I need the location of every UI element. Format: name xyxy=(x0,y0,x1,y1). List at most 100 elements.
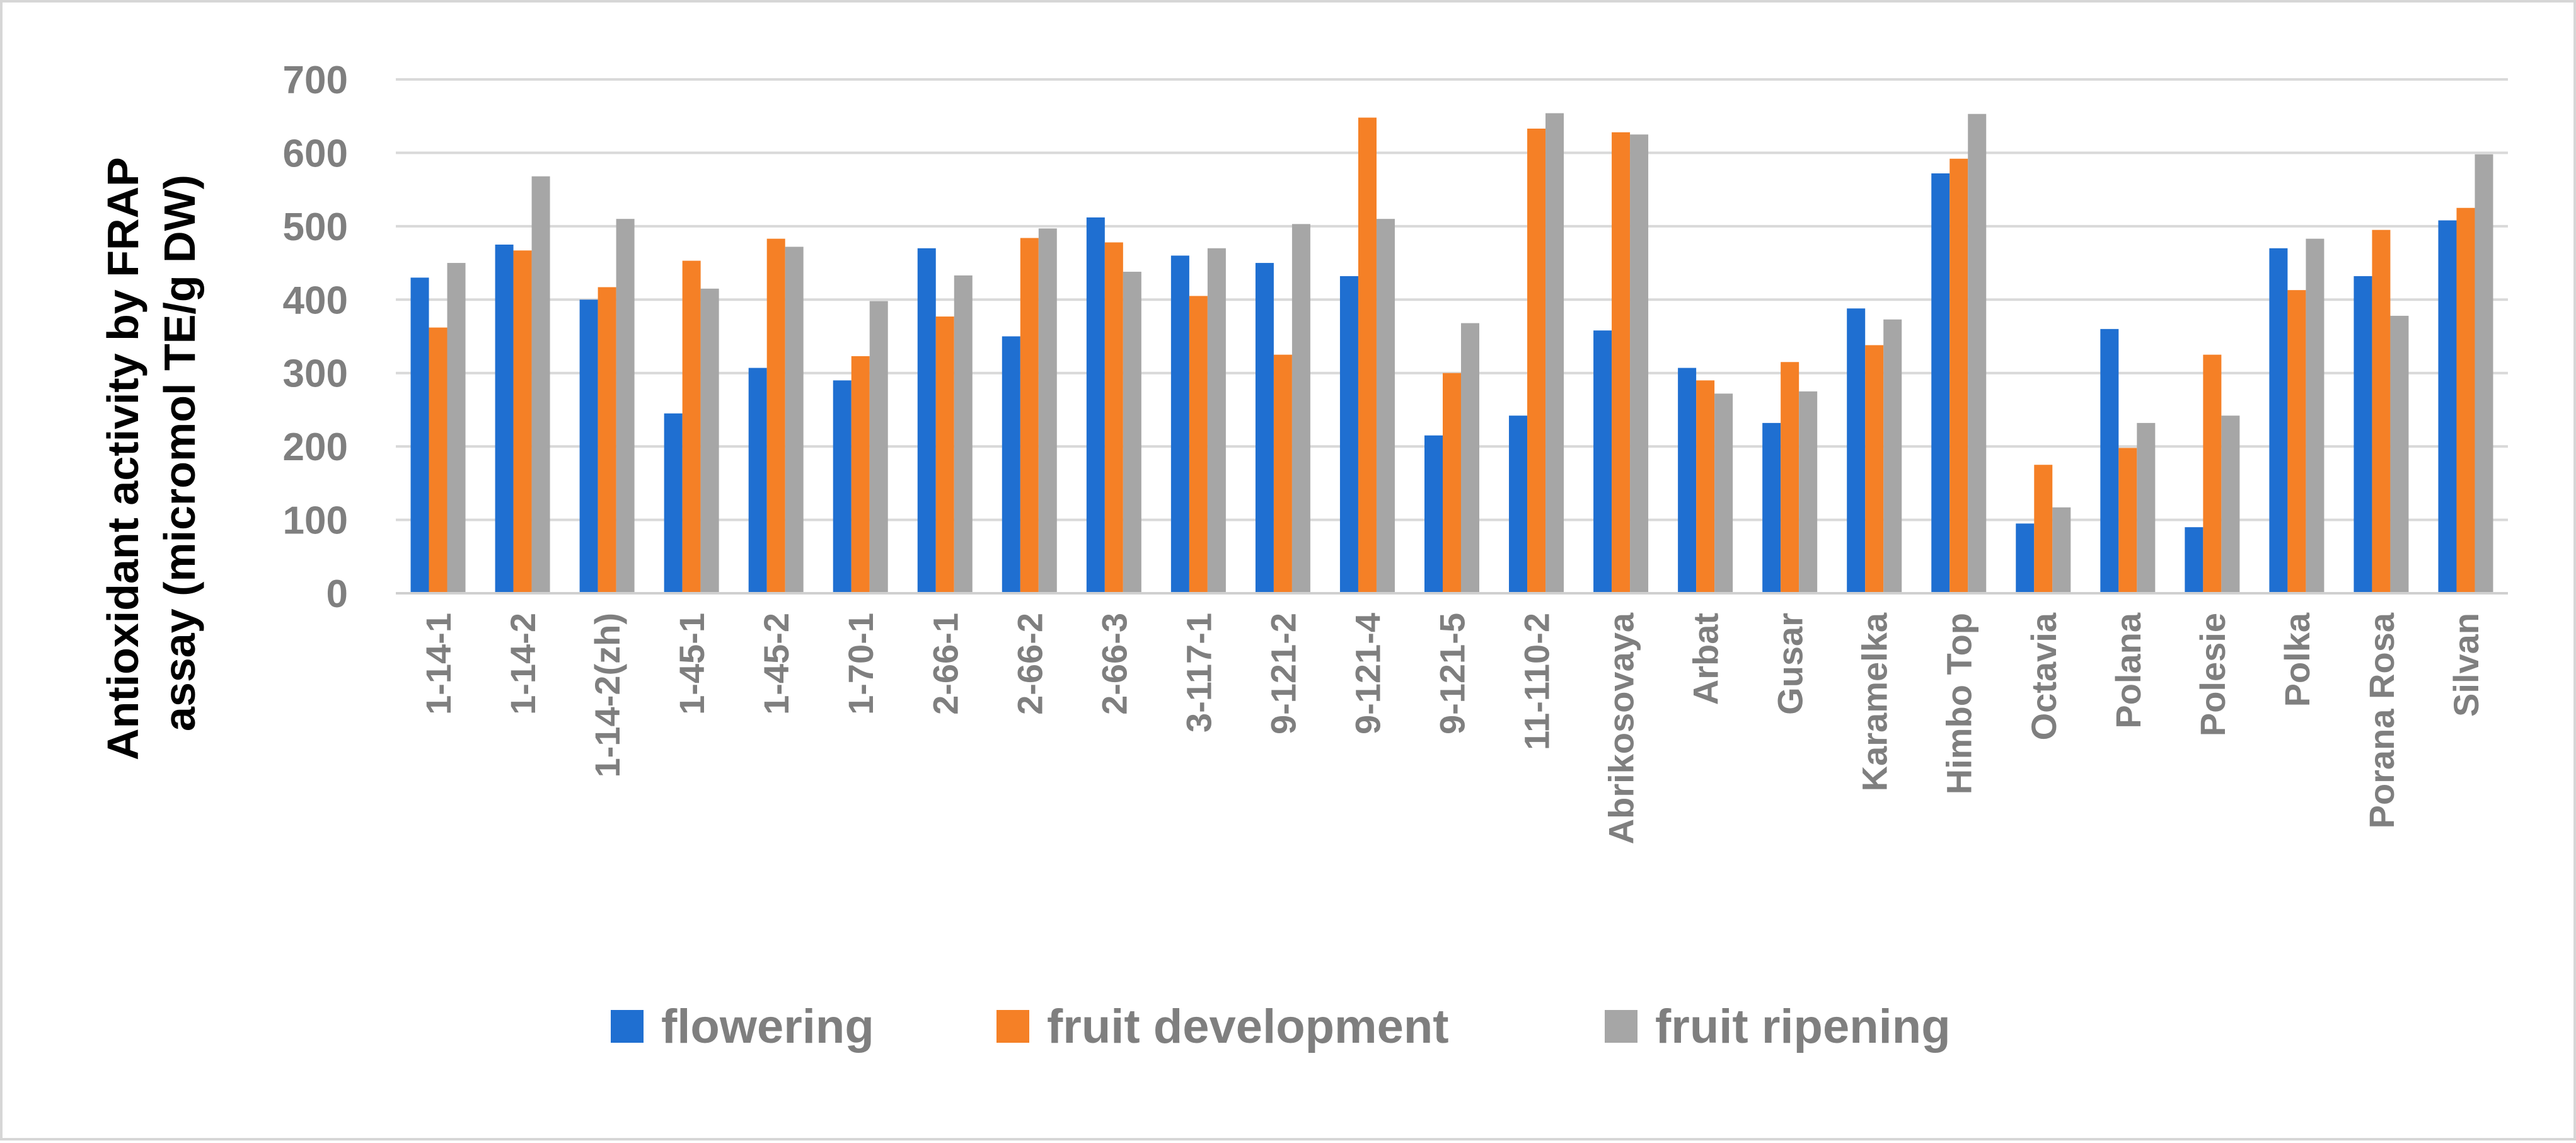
bar-flowering-2-66-2 xyxy=(1002,336,1020,593)
category-label: 9-121-4 xyxy=(1348,613,1387,734)
bar-fruit-ripening-1-14-2(zh) xyxy=(616,219,635,593)
bar-fruit-ripening-1-45-1 xyxy=(700,288,719,593)
bar-fruit-development-1-45-2 xyxy=(766,238,785,593)
bar-flowering-3-117-1 xyxy=(1170,255,1189,593)
bar-fruit-development-Abrikosovaya xyxy=(1612,132,1631,594)
series-fruit-development xyxy=(429,117,2475,594)
bar-flowering-Porana Rosa xyxy=(2354,276,2372,593)
legend-swatch xyxy=(1605,1010,1637,1043)
category-label: 11-110-2 xyxy=(1517,613,1557,750)
category-label: 2-66-2 xyxy=(1010,613,1049,715)
bar-fruit-ripening-Arbat xyxy=(1714,393,1733,593)
category-label: 2-66-3 xyxy=(1094,613,1134,715)
bar-fruit-development-Karamelka xyxy=(1865,345,1884,593)
bar-fruit-development-Gusar xyxy=(1781,362,1799,593)
series-flowering xyxy=(410,173,2457,594)
bar-fruit-ripening-2-66-2 xyxy=(1038,228,1057,594)
category-label: Gusar xyxy=(1770,613,1810,715)
bar-fruit-ripening-Polesie xyxy=(2221,415,2240,593)
bar-fruit-development-2-66-3 xyxy=(1104,242,1123,593)
category-label: 1-45-2 xyxy=(756,613,796,715)
series-fruit-ripening xyxy=(447,113,2493,594)
bar-flowering-2-66-3 xyxy=(1086,217,1105,593)
bar-flowering-Octavia xyxy=(2016,523,2035,593)
legend-swatch xyxy=(996,1010,1029,1043)
bar-fruit-ripening-2-66-1 xyxy=(954,275,973,593)
bar-fruit-ripening-1-45-2 xyxy=(785,247,804,593)
bar-fruit-ripening-Gusar xyxy=(1799,391,1818,593)
bar-fruit-development-1-14-2 xyxy=(513,250,532,593)
bar-fruit-development-Arbat xyxy=(1696,380,1715,593)
bar-fruit-development-1-14-2(zh) xyxy=(598,287,616,593)
y-axis-label: Antioxidant activity by FRAP assay (micr… xyxy=(98,146,204,760)
legend-label: flowering xyxy=(661,1000,874,1053)
y-tick-label: 500 xyxy=(283,206,348,249)
bar-fruit-ripening-9-121-5 xyxy=(1461,323,1479,593)
bar-fruit-ripening-2-66-3 xyxy=(1123,272,1141,593)
category-label: Polka xyxy=(2277,612,2317,707)
bar-flowering-Gusar xyxy=(1762,422,1781,593)
legend: flowering fruit development fruit ripening xyxy=(611,1000,1951,1053)
bar-flowering-1-14-1 xyxy=(410,277,429,593)
bar-fruit-development-2-66-1 xyxy=(935,316,954,593)
bar-fruit-ripening-1-14-1 xyxy=(447,263,466,594)
bar-fruit-development-1-45-1 xyxy=(682,260,701,593)
legend-item-fruit-development: fruit development xyxy=(996,1000,1449,1053)
category-labels: 1-14-1 1-14-2 1-14-2(zh) 1-45-1 1-45-2 1-70-1… xyxy=(419,612,2486,844)
y-axis-label-line-1: Antioxidant activity by FRAP xyxy=(98,158,147,760)
category-label: Porana Rosa xyxy=(2362,612,2401,828)
bar-flowering-1-14-2 xyxy=(495,244,514,593)
y-tick-label: 400 xyxy=(283,279,348,322)
category-label: Silvan xyxy=(2446,613,2486,717)
bar-flowering-1-70-1 xyxy=(833,380,852,593)
bar-flowering-1-14-2(zh) xyxy=(579,299,598,593)
y-tick-label: 0 xyxy=(326,572,348,616)
bar-flowering-Polka xyxy=(2269,248,2288,593)
bar-fruit-ripening-Porana Rosa xyxy=(2390,315,2409,593)
bar-flowering-9-121-5 xyxy=(1424,435,1443,593)
y-tick-label: 700 xyxy=(283,59,348,102)
y-axis-label-line-2: assay (micromol TE/g DW) xyxy=(155,175,204,731)
legend-swatch xyxy=(611,1010,644,1043)
bar-flowering-Silvan xyxy=(2438,220,2457,593)
legend-item-flowering: flowering xyxy=(611,1000,874,1053)
legend-label: fruit development xyxy=(1047,1000,1449,1053)
bar-flowering-Polesie xyxy=(2185,527,2203,593)
category-label: Polana xyxy=(2108,612,2148,728)
bar-fruit-ripening-Abrikosovaya xyxy=(1630,134,1649,594)
y-tick-label: 200 xyxy=(283,426,348,469)
category-label: 1-70-1 xyxy=(841,613,881,715)
category-label: 9-121-5 xyxy=(1433,613,1472,734)
bar-fruit-development-1-14-1 xyxy=(429,327,448,593)
category-label: 2-66-1 xyxy=(925,613,965,715)
category-label: Abrikosovaya xyxy=(1602,612,1641,844)
y-tick-label: 300 xyxy=(283,352,348,396)
bar-fruit-ripening-Octavia xyxy=(2052,507,2071,593)
bar-fruit-ripening-Polana xyxy=(2137,422,2156,593)
category-label: 1-14-2(zh) xyxy=(587,613,627,777)
bar-fruit-ripening-9-121-4 xyxy=(1376,219,1395,593)
bar-fruit-ripening-9-121-2 xyxy=(1291,224,1310,594)
bar-fruit-development-2-66-2 xyxy=(1020,238,1039,593)
bar-fruit-ripening-1-70-1 xyxy=(869,301,888,593)
legend-label: fruit ripening xyxy=(1655,1000,1951,1053)
bar-flowering-2-66-1 xyxy=(917,248,936,593)
bar-fruit-development-1-70-1 xyxy=(851,356,870,593)
category-label: 1-14-1 xyxy=(419,613,458,715)
category-label: Polesie xyxy=(2193,613,2232,736)
bar-fruit-development-9-121-5 xyxy=(1443,373,1461,593)
bar-fruit-development-3-117-1 xyxy=(1189,296,1208,593)
bars xyxy=(410,113,2493,594)
bar-fruit-development-9-121-4 xyxy=(1358,117,1377,594)
bar-fruit-development-Silvan xyxy=(2456,207,2475,593)
bar-flowering-Polana xyxy=(2100,328,2119,593)
bar-fruit-development-Himbo Top xyxy=(1949,158,1968,593)
category-label: Octavia xyxy=(2024,612,2064,740)
y-tick-labels: 0 100 200 300 400 500 600 700 xyxy=(283,59,348,616)
y-tick-label: 600 xyxy=(283,132,348,175)
category-label: 3-117-1 xyxy=(1179,613,1218,733)
bar-fruit-development-Porana Rosa xyxy=(2372,229,2391,593)
bar-flowering-9-121-4 xyxy=(1339,276,1358,593)
